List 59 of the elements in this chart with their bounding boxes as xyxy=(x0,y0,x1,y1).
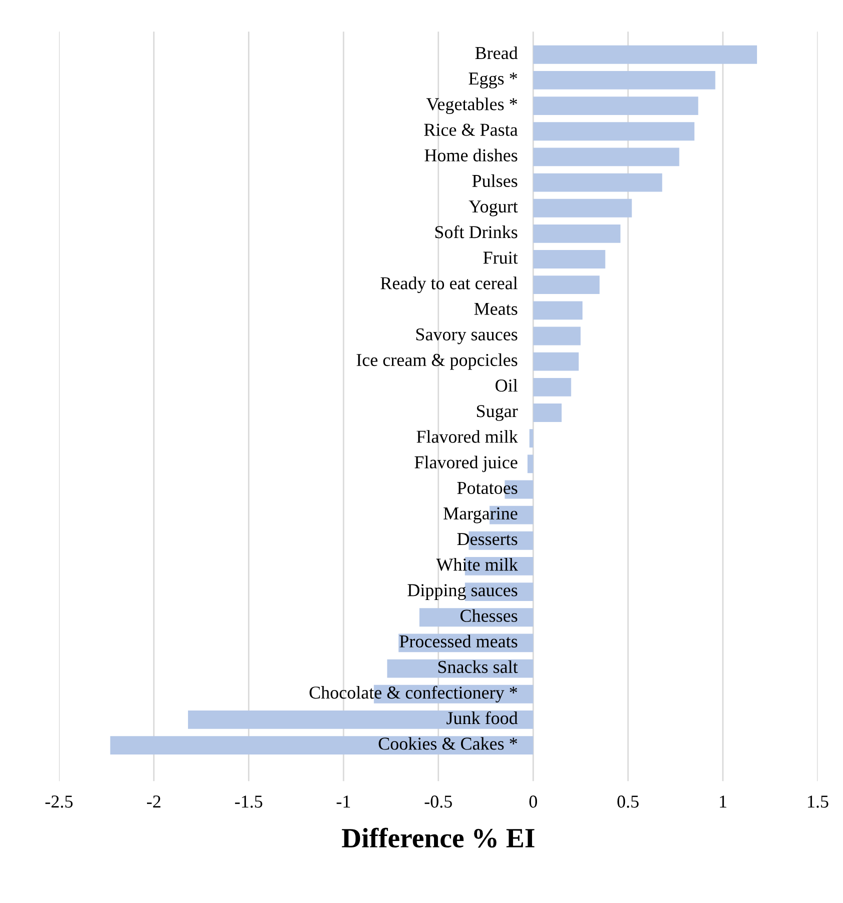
y-tick-label: Yogurt xyxy=(468,200,518,216)
y-tick-label: Soft Drinks xyxy=(435,225,518,238)
y-tick-label: Ready to eat cereal xyxy=(380,276,518,294)
y-tick-label: White milk xyxy=(436,558,518,571)
x-tick-label: 0.5 xyxy=(617,796,639,808)
bar xyxy=(533,45,758,64)
y-tick-label: Margarine xyxy=(444,507,518,524)
y-tick-label: Vegetables * xyxy=(426,98,518,114)
y-tick-label: Cookies & Cakes * xyxy=(378,737,518,750)
x-tick-label: -1 xyxy=(336,796,350,808)
y-tick-label: Chesses xyxy=(460,609,518,622)
y-tick-label: Potatoes xyxy=(457,482,518,494)
bar xyxy=(533,326,581,346)
bar xyxy=(419,608,534,627)
y-tick-label: Home dishes xyxy=(424,148,518,162)
y-tick-label: Dipping sauces xyxy=(408,584,518,600)
x-tick-label: 1.5 xyxy=(808,796,828,808)
x-tick-label: -2.5 xyxy=(45,796,73,808)
y-tick-label: Desserts xyxy=(457,533,518,546)
y-tick-label: Processed meats xyxy=(400,634,518,648)
bar xyxy=(387,659,534,678)
y-tick-label: Eggs * xyxy=(468,72,518,88)
y-tick-label: Snacks salt xyxy=(438,660,518,674)
y-tick-label: Junk food xyxy=(446,711,518,724)
bar xyxy=(188,710,534,729)
bar xyxy=(533,71,716,90)
x-tick-label: -2 xyxy=(147,796,160,808)
y-tick-label: Fruit xyxy=(483,252,518,264)
x-tick-label: 0 xyxy=(529,796,538,808)
y-tick-label: Bread xyxy=(475,46,518,60)
y-tick-label: Sugar xyxy=(477,405,518,421)
bar xyxy=(533,224,620,243)
bar xyxy=(533,198,632,218)
bar xyxy=(533,301,583,320)
y-tick-label: Meats xyxy=(474,302,518,315)
y-tick-label: Flavored milk xyxy=(416,430,518,443)
bar xyxy=(110,736,534,754)
bar xyxy=(533,122,694,141)
y-tick-label: Flavored juice xyxy=(414,456,518,472)
bar xyxy=(533,148,680,166)
y-tick-label: Chocolate & confectionery * xyxy=(310,686,518,702)
y-tick-label: Ice cream & popcicles xyxy=(356,353,518,370)
y-tick-label: Pulses xyxy=(472,174,518,188)
bar xyxy=(528,454,534,474)
bar xyxy=(533,404,562,422)
bar xyxy=(533,173,662,192)
x-tick-label: -0.5 xyxy=(424,796,452,808)
y-tick-label: Savory sauces xyxy=(416,328,518,344)
x-tick-label: 1 xyxy=(720,796,726,808)
x-axis-title: Difference % EI xyxy=(342,828,534,848)
y-tick-label: Oil xyxy=(496,378,518,392)
bar xyxy=(533,96,698,115)
bar xyxy=(533,276,600,294)
bar xyxy=(533,352,579,371)
bar xyxy=(533,250,606,268)
x-tick-label: -1.5 xyxy=(235,796,262,808)
y-tick-label: Rice & Pasta xyxy=(424,124,518,136)
bar xyxy=(533,378,572,396)
bar xyxy=(529,429,534,448)
